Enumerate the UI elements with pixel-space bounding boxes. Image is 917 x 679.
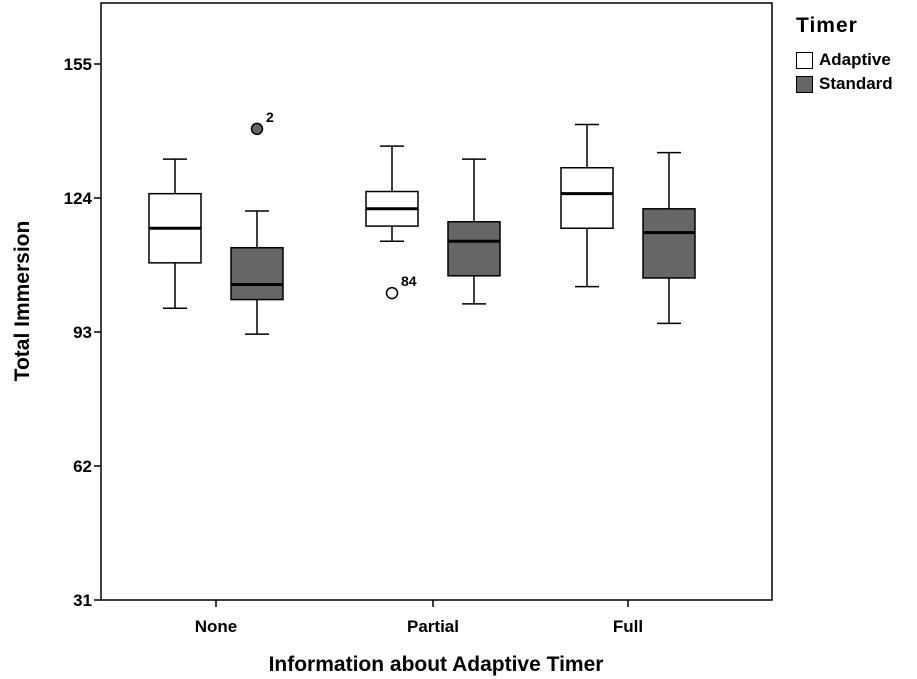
outlier-label: 2 [266,109,274,125]
y-tick-label: 124 [64,189,93,208]
box-standard-none: 2 [230,109,284,335]
x-tick-label: None [195,617,238,636]
iqr-box [560,166,614,230]
outlier-label: 84 [401,273,417,289]
legend: Timer Adaptive Standard [796,14,893,96]
y-tick-label: 62 [73,457,92,476]
box-series-group: 84 2 [148,109,696,335]
x-tick-label: Full [613,617,643,636]
y-axis-title: Total Immersion [11,221,34,382]
iqr-box [230,246,284,301]
box-adaptive-none [148,158,202,309]
x-axis: None Partial Full [195,600,643,636]
y-tick-label: 93 [73,323,92,342]
legend-title: Timer [796,14,858,37]
iqr-box [642,208,696,279]
box-adaptive-partial: 84 [365,145,419,300]
legend-swatch-adaptive [796,51,813,69]
x-axis-title: Information about Adaptive Timer [269,653,604,676]
y-axis: 31 62 93 124 155 [64,55,101,610]
box-standard-partial [447,158,501,305]
outlier-point [385,286,399,300]
outlier-point [250,122,264,136]
legend-label-adaptive: Adaptive [819,50,891,69]
legend-label-standard: Standard [819,74,893,93]
y-tick-label: 155 [64,55,92,74]
legend-item-standard: Standard [796,72,893,96]
iqr-box [447,221,501,277]
plot-frame [100,2,773,601]
legend-swatch-standard [796,75,813,93]
box-standard-full [642,151,696,325]
legend-item-adaptive: Adaptive [796,48,893,72]
x-tick-label: Partial [407,617,459,636]
box-adaptive-full [560,123,614,288]
y-tick-label: 31 [73,591,92,610]
